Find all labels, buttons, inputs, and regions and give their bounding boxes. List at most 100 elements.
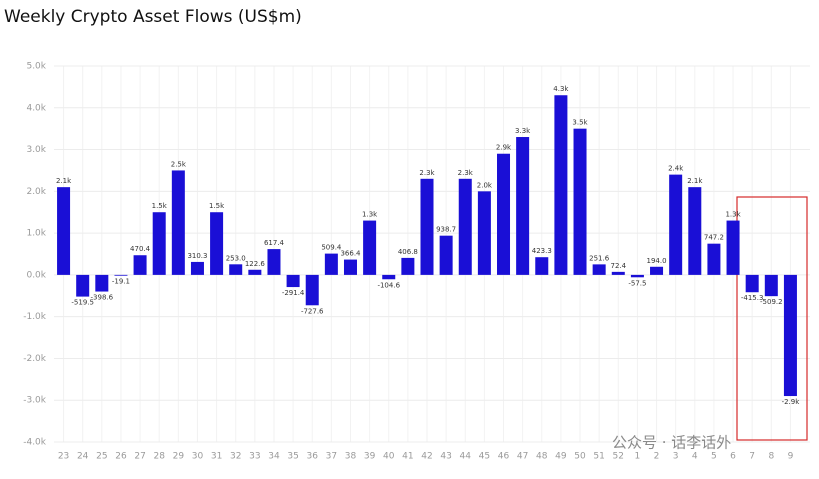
bar [133,255,147,275]
value-label: 253.0 [226,254,246,262]
bar [573,128,587,275]
x-tick-label: 2 [654,452,660,462]
value-label: -19.1 [112,278,130,286]
value-label: -57.5 [628,279,646,287]
x-tick-label: 4 [692,452,698,462]
value-label: 2.0k [477,181,493,189]
chart-title: Weekly Crypto Asset Flows (US$m) [4,7,302,27]
x-tick-label: 41 [402,452,413,462]
bar [267,249,281,275]
y-tick-label: 2.0k [26,187,46,197]
x-tick-label: 7 [749,452,755,462]
bar [114,274,128,276]
x-tick-label: 5 [711,452,717,462]
value-label: 122.6 [245,260,266,268]
x-tick-label: 36 [307,452,319,462]
bar [171,170,185,275]
y-tick-label: 4.0k [26,103,46,113]
value-label: 423.3 [532,247,552,255]
value-label: 2.1k [56,177,72,185]
bar [458,178,472,275]
x-tick-label: 9 [788,452,794,462]
bar [210,212,224,275]
y-tick-label: -1.0k [23,312,47,322]
value-label: 1.5k [209,202,225,210]
x-tick-label: 6 [730,452,736,462]
x-tick-label: 28 [153,452,165,462]
x-tick-label: 23 [58,452,69,462]
bar [745,274,759,293]
y-tick-label: -2.0k [23,354,47,364]
value-label: -509.2 [760,298,783,306]
x-tick-label: 45 [479,452,490,462]
value-label: 251.6 [589,254,610,262]
x-tick-label: 30 [192,452,204,462]
value-label: -415.3 [741,294,764,302]
bar [535,257,549,275]
bar [554,95,568,275]
x-tick-label: 40 [383,452,395,462]
value-label: 3.3k [515,127,531,135]
value-label: 617.4 [264,239,285,247]
value-label: 509.4 [321,244,342,252]
y-tick-label: 1.0k [26,229,46,239]
x-tick-label: 38 [345,452,357,462]
bar [401,257,415,275]
value-label: 1.5k [152,202,168,210]
bar [152,212,166,275]
x-tick-label: 42 [421,452,432,462]
highlight-box [736,196,808,441]
value-label: 2.9k [496,144,512,152]
x-tick-label: 24 [77,452,89,462]
y-tick-label: -3.0k [23,396,47,406]
watermark: 公众号 · 话李话外 [612,434,731,452]
bar [190,261,204,275]
value-label: -398.6 [91,294,114,302]
bar [363,220,377,275]
bar [764,274,778,297]
value-label: 72.4 [610,262,626,270]
value-label: 747.2 [704,234,724,242]
bar [516,137,530,275]
value-label: 2.3k [458,169,474,177]
bar [477,191,491,275]
value-label: 406.8 [398,248,418,256]
bar [382,274,396,280]
x-tick-label: 39 [364,452,376,462]
x-tick-label: 33 [249,452,260,462]
x-tick-label: 43 [440,452,451,462]
bar [248,269,262,275]
bar [420,178,434,275]
x-tick-label: 1 [635,452,641,462]
x-tick-label: 48 [536,452,548,462]
value-label: 1.3k [362,211,378,219]
value-label: 3.5k [572,119,588,127]
x-tick-label: 37 [326,452,337,462]
x-tick-label: 52 [613,452,624,462]
x-tick-label: 29 [173,452,185,462]
y-tick-label: 5.0k [26,62,46,72]
x-tick-label: 8 [768,452,774,462]
bar [650,266,664,275]
value-label: 470.4 [130,245,151,253]
x-tick-label: 32 [230,452,241,462]
bar [630,274,644,278]
bar [76,274,90,297]
bar [343,259,357,275]
bar [95,274,109,292]
x-tick-label: 3 [673,452,679,462]
x-tick-label: 31 [211,452,222,462]
x-tick-label: 27 [134,452,145,462]
x-tick-label: 34 [268,452,280,462]
value-label: 938.7 [436,226,456,234]
bar [229,264,243,275]
value-label: 1.3k [725,211,741,219]
bar [592,264,606,275]
bar [305,274,319,306]
value-label: 194.0 [647,257,667,265]
value-label: -2.9k [782,398,801,406]
value-label: -727.6 [301,307,324,315]
value-label: -519.5 [71,299,94,307]
y-tick-label: 0.0k [26,270,46,280]
value-label: 2.1k [687,177,703,185]
